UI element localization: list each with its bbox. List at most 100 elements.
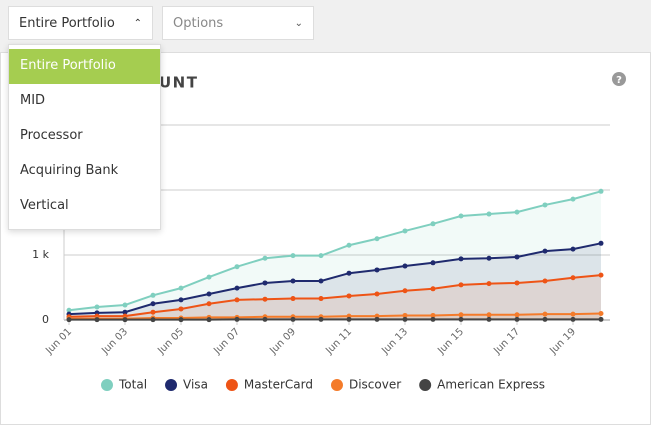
series-area	[69, 191, 601, 320]
data-point	[122, 317, 128, 323]
data-point	[458, 312, 464, 318]
data-point	[542, 316, 548, 322]
data-point	[206, 291, 212, 297]
data-point	[458, 256, 464, 262]
data-point	[430, 221, 436, 227]
data-point	[598, 188, 604, 194]
data-point	[346, 270, 352, 276]
data-point	[430, 286, 436, 292]
data-point	[150, 309, 156, 315]
data-point	[374, 267, 380, 273]
data-point	[206, 317, 212, 323]
series-line	[68, 190, 602, 312]
data-point	[234, 264, 240, 270]
x-tick-label: Jun 11	[323, 326, 354, 357]
data-point	[486, 255, 492, 261]
data-point	[346, 316, 352, 322]
data-point	[542, 248, 548, 254]
series-area	[69, 243, 601, 320]
menu-item[interactable]: MID	[20, 93, 46, 108]
data-point	[318, 316, 324, 322]
data-point	[570, 311, 576, 317]
menu-item[interactable]: Vertical	[20, 198, 69, 213]
menu-item[interactable]: Entire Portfolio	[9, 49, 160, 84]
menu-item[interactable]: Processor	[20, 128, 83, 143]
data-point	[514, 312, 520, 318]
legend-label: Discover	[349, 378, 401, 392]
data-point	[542, 311, 548, 317]
data-point	[486, 316, 492, 322]
data-point	[598, 316, 604, 322]
data-point	[150, 317, 156, 323]
dropdown-label: Options	[173, 15, 224, 31]
data-point	[374, 236, 380, 242]
x-tick-label: Jun 13	[379, 326, 410, 357]
x-tick-label: Jun 01	[43, 326, 74, 357]
data-point	[374, 291, 380, 297]
data-point	[514, 316, 520, 322]
x-tick-label: Jun 03	[99, 326, 130, 357]
y-tick-label: 0	[42, 313, 49, 326]
data-point	[486, 211, 492, 217]
data-point	[178, 306, 184, 312]
data-point	[178, 285, 184, 291]
data-point	[570, 196, 576, 202]
data-point	[598, 311, 604, 316]
series-line	[68, 242, 602, 316]
caret: ⌃	[133, 17, 142, 29]
x-tick-label: Jun 05	[155, 326, 186, 357]
caret: ⌄	[294, 17, 303, 29]
x-tick-label: Jun 09	[267, 326, 298, 357]
y-tick-label: 1 k	[32, 248, 49, 261]
help-icon[interactable]	[612, 72, 626, 86]
legend-label: Total	[118, 378, 147, 392]
legend-marker	[165, 379, 178, 391]
data-point	[514, 254, 520, 260]
data-point	[458, 282, 464, 288]
data-point	[430, 260, 436, 266]
data-point	[570, 316, 576, 322]
data-point	[290, 296, 296, 302]
data-point	[598, 240, 604, 246]
legend-marker	[330, 379, 343, 391]
data-point	[150, 301, 156, 307]
legend-label: Visa	[183, 378, 208, 392]
data-point	[514, 209, 520, 215]
options-dropdown[interactable]: Options ⌄	[162, 6, 314, 40]
data-point	[402, 263, 408, 269]
data-point	[94, 317, 100, 323]
data-point	[598, 272, 604, 278]
data-point	[262, 316, 268, 322]
data-point	[206, 274, 212, 280]
data-point	[542, 202, 548, 208]
data-point	[262, 296, 268, 302]
data-point	[402, 288, 408, 294]
data-point	[570, 246, 576, 252]
portfolio-dropdown[interactable]: Entire Portfolio ⌃	[8, 6, 153, 40]
data-point	[402, 228, 408, 234]
help-icon-glyph: ?	[616, 75, 622, 86]
data-point	[318, 278, 324, 284]
data-point	[122, 302, 128, 308]
series-line	[68, 274, 602, 318]
data-point	[234, 285, 240, 291]
data-point	[234, 316, 240, 322]
x-tick-label: Jun 17	[491, 326, 522, 357]
data-point	[430, 316, 436, 322]
data-point	[458, 213, 464, 219]
data-point	[346, 242, 352, 248]
data-point	[262, 255, 268, 261]
menu-item[interactable]: Acquiring Bank	[20, 163, 119, 178]
data-point	[178, 317, 184, 323]
series-line	[69, 312, 602, 320]
x-tick-label: Jun 07	[211, 326, 242, 357]
data-point	[150, 292, 156, 298]
data-point	[346, 293, 352, 299]
dropdown-label: Entire Portfolio	[19, 15, 115, 31]
legend-marker	[419, 379, 432, 391]
data-point	[290, 278, 296, 284]
data-point	[318, 296, 324, 302]
dropdown-menu: Entire Portfolio MID Processor Acquiring Ba…	[8, 44, 161, 230]
chart-title: UNT	[159, 74, 198, 92]
